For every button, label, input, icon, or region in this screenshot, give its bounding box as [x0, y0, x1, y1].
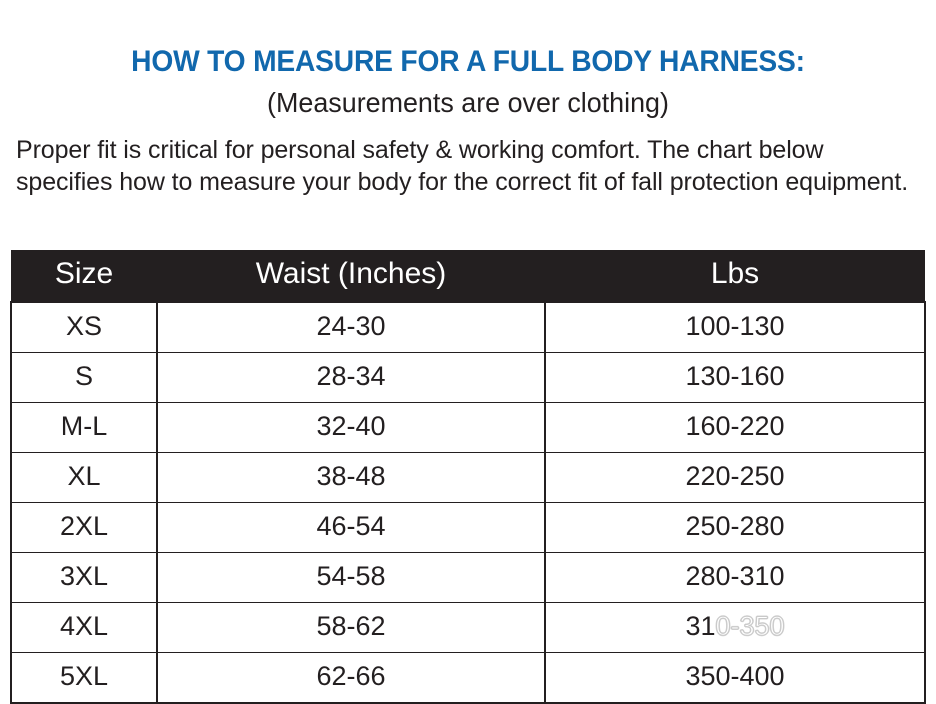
table-row: XL 38-48 220-250 [10, 452, 926, 503]
heading-block: HOW TO MEASURE FOR A FULL BODY HARNESS: … [0, 0, 936, 120]
cell-size: M-L [10, 402, 158, 453]
cell-waist: 38-48 [156, 452, 546, 503]
cell-size: XS [10, 301, 158, 353]
column-header-lbs: Lbs [545, 250, 925, 302]
cell-size: S [10, 352, 158, 403]
table-row: S 28-34 130-160 [10, 352, 926, 403]
table-body: XS 24-30 100-130 S 28-34 130-160 M-L 32-40 160-2… [10, 301, 926, 704]
cell-waist: 46-54 [156, 502, 546, 553]
intro-paragraph: Proper fit is critical for personal safe… [16, 136, 909, 196]
cell-waist: 24-30 [156, 301, 546, 353]
table-row: 2XL 46-54 250-280 [10, 502, 926, 553]
column-header-waist: Waist (Inches) [157, 250, 545, 302]
cell-lbs-solid-part: 31 [685, 610, 716, 641]
cell-lbs: 100-130 [544, 301, 926, 353]
cell-lbs: 220-250 [544, 452, 926, 503]
cell-lbs: 280-310 [544, 552, 926, 603]
cell-lbs: 350-400 [544, 652, 926, 704]
cell-waist: 58-62 [156, 602, 546, 653]
size-chart-table-wrap: Size Waist (Inches) Lbs XS 24-30 100-130 S 2… [10, 250, 926, 704]
cell-size: 4XL [10, 602, 158, 653]
cell-size: 3XL [10, 552, 158, 603]
cell-lbs: 250-280 [544, 502, 926, 553]
cell-size: XL [10, 452, 158, 503]
cell-lbs: 310-350 [544, 602, 926, 653]
column-header-size: Size [11, 250, 157, 302]
cell-waist: 32-40 [156, 402, 546, 453]
table-row: XS 24-30 100-130 [10, 301, 926, 353]
cell-lbs-ghost-part: 0-350 [715, 610, 785, 641]
page-subtitle: (Measurements are over clothing) [267, 87, 669, 118]
cell-size: 2XL [10, 502, 158, 553]
table-row: 3XL 54-58 280-310 [10, 552, 926, 603]
cell-size: 5XL [10, 652, 158, 704]
cell-waist: 28-34 [156, 352, 546, 403]
table-row: 4XL 58-62 310-350 [10, 602, 926, 653]
cell-waist: 62-66 [156, 652, 546, 704]
cell-lbs: 130-160 [544, 352, 926, 403]
page-title: HOW TO MEASURE FOR A FULL BODY HARNESS: [131, 45, 805, 78]
table-head: Size Waist (Inches) Lbs [11, 250, 925, 302]
table-row: 5XL 62-66 350-400 [10, 652, 926, 704]
cell-lbs: 160-220 [544, 402, 926, 453]
table-row: M-L 32-40 160-220 [10, 402, 926, 453]
table-header-row: Size Waist (Inches) Lbs [11, 250, 925, 302]
cell-waist: 54-58 [156, 552, 546, 603]
size-chart-table: Size Waist (Inches) Lbs XS 24-30 100-130 S 2… [10, 250, 926, 704]
